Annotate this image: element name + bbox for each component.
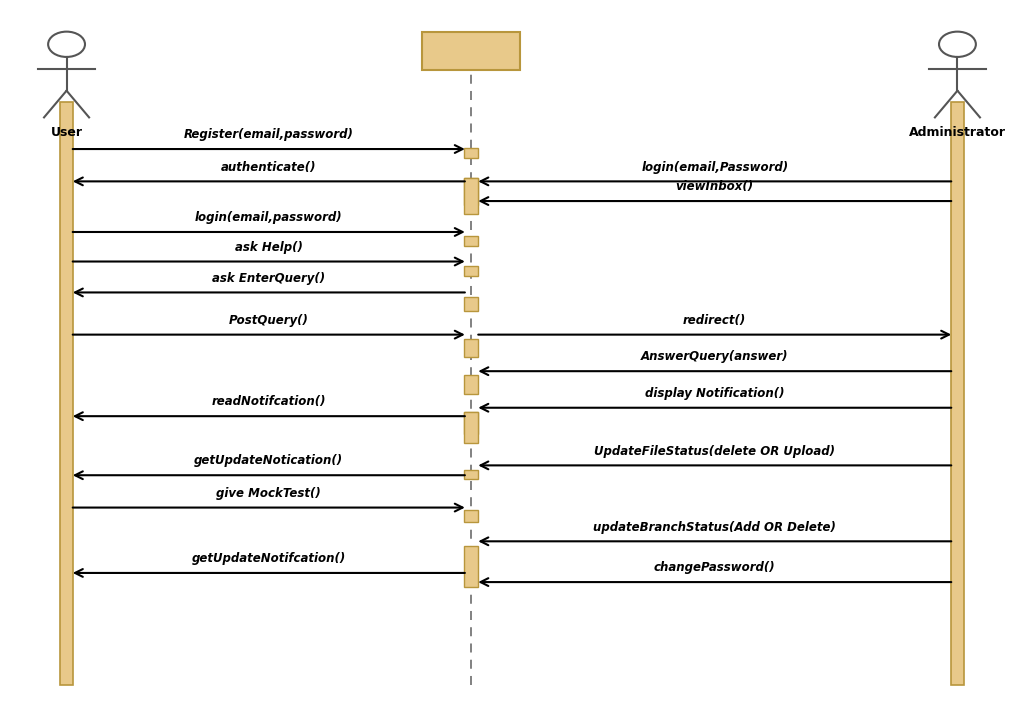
Text: viewInbox(): viewInbox() [676,181,754,193]
Text: login(email,Password): login(email,Password) [641,161,788,174]
Bar [465,375,477,394]
Bar [465,236,477,246]
Bar [60,102,73,685]
Text: authenticate(): authenticate() [221,161,316,174]
Bar [465,266,477,276]
Text: getUpdateNotication(): getUpdateNotication() [195,455,343,467]
Bar [465,510,477,522]
Bar [465,412,477,443]
Text: User: User [50,126,83,138]
Text: ask EnterQuery(): ask EnterQuery() [212,272,326,285]
Bar [465,297,477,311]
Text: Administrator: Administrator [909,126,1006,138]
Text: display Notification(): display Notification() [645,387,784,400]
Text: :System UI: :System UI [433,44,509,58]
Text: changePassword(): changePassword() [654,562,775,574]
Bar [465,178,477,205]
Bar [951,102,964,685]
Text: ask Help(): ask Help() [234,241,303,254]
Text: Register(email,password): Register(email,password) [184,129,353,141]
Text: UpdateFileStatus(delete OR Upload): UpdateFileStatus(delete OR Upload) [594,445,836,458]
Bar [465,412,477,434]
Bar [465,178,477,214]
Text: redirect(): redirect() [683,314,746,327]
Text: readNotifcation(): readNotifcation() [212,396,326,408]
Text: updateBranchStatus(Add OR Delete): updateBranchStatus(Add OR Delete) [593,521,837,534]
Bar [465,546,477,587]
Bar [423,32,520,70]
Text: give MockTest(): give MockTest() [216,487,322,500]
Text: PostQuery(): PostQuery() [228,314,309,327]
Bar [465,339,477,357]
Text: login(email,password): login(email,password) [195,212,343,224]
Bar [465,148,477,158]
Bar [465,470,477,479]
Text: AnswerQuery(answer): AnswerQuery(answer) [641,351,788,363]
Text: getUpdateNotifcation(): getUpdateNotifcation() [191,553,346,565]
